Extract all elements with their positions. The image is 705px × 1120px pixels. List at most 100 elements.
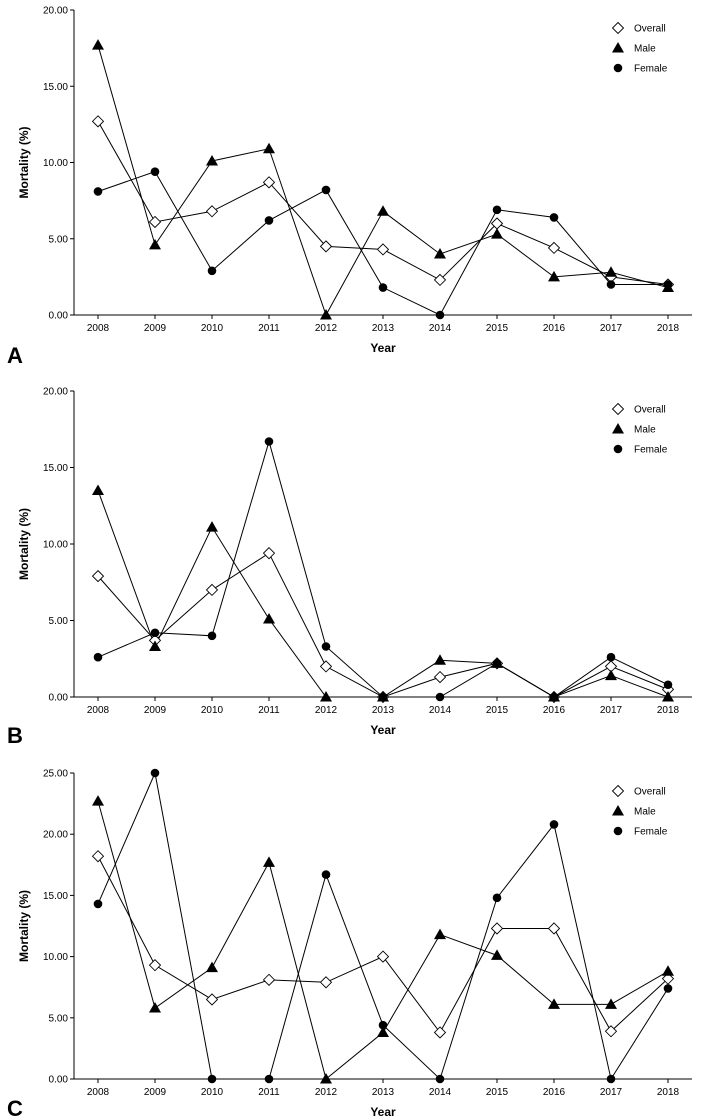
- chart-panel-c: 0.00 5.00 10.00 15.00 20.00 25.00 2008 2009 2010…: [7, 769, 692, 1120]
- x-tick-label: 2010: [201, 1087, 224, 1098]
- series-line-overall: [97, 856, 669, 1034]
- x-tick-label: 2012: [315, 323, 338, 334]
- data-point-female: [321, 870, 331, 879]
- data-point-overall: [490, 922, 504, 935]
- y-tick-label: 0.00: [49, 311, 69, 322]
- data-point-male: [263, 856, 275, 867]
- x-tick-label: 2013: [372, 323, 395, 334]
- data-point-female: [378, 1020, 388, 1030]
- x-tick-label: 2018: [657, 1087, 680, 1098]
- data-point-male: [149, 238, 161, 250]
- data-point-male: [206, 154, 218, 166]
- x-tick-label: 2013: [372, 705, 395, 716]
- data-point-male: [263, 612, 275, 624]
- y-axis-title: Mortality (%): [17, 126, 31, 198]
- data-point-female: [492, 205, 502, 215]
- x-tick-label: 2018: [657, 705, 680, 716]
- x-tick-label: 2017: [600, 323, 623, 334]
- data-point-female: [93, 899, 103, 909]
- panel-label: B: [7, 723, 23, 748]
- y-tick-label: 5.00: [49, 616, 69, 627]
- data-point-female: [321, 185, 331, 195]
- data-point-female: [435, 310, 445, 320]
- series-markers: [91, 768, 675, 1084]
- y-tick-label: 15.00: [43, 891, 68, 902]
- data-point-overall: [205, 993, 219, 1006]
- data-point-male: [548, 998, 560, 1009]
- y-tick-label: 5.00: [49, 234, 69, 245]
- series-points-female: [93, 437, 673, 702]
- data-point-male: [320, 309, 332, 320]
- y-tick-label: 10.00: [43, 540, 68, 551]
- x-tick-label: 2015: [486, 1087, 509, 1098]
- series-points-overall: [91, 850, 675, 1039]
- data-point-female: [207, 266, 217, 276]
- x-axis-title: Year: [370, 341, 396, 355]
- data-point-overall: [91, 115, 105, 128]
- data-point-male: [662, 691, 674, 702]
- legend-label-male: Male: [634, 807, 656, 818]
- data-point-male: [548, 270, 560, 282]
- y-tick-label: 20.00: [43, 830, 68, 841]
- data-point-female: [663, 280, 673, 289]
- legend-marker-overall: [611, 784, 625, 798]
- series-markers: [91, 437, 675, 704]
- data-point-overall: [376, 243, 390, 256]
- data-point-male: [605, 669, 617, 681]
- data-point-female: [663, 680, 673, 690]
- series-line-male: [97, 490, 669, 698]
- x-tick-label: 2014: [429, 1087, 452, 1098]
- data-point-female: [321, 642, 331, 651]
- series-points-male: [92, 795, 674, 1084]
- data-point-male: [491, 949, 503, 960]
- data-point-female: [93, 187, 103, 196]
- data-point-male: [377, 1026, 389, 1037]
- legend-label-female: Female: [634, 64, 668, 75]
- data-point-overall: [433, 273, 447, 287]
- data-point-female: [264, 216, 274, 225]
- data-point-overall: [262, 547, 276, 560]
- x-tick-label: 2011: [258, 1087, 280, 1098]
- data-point-female: [150, 167, 160, 176]
- data-point-female: [606, 1074, 616, 1084]
- data-point-male: [206, 961, 218, 973]
- series-line-overall: [97, 552, 669, 698]
- series-lines: [97, 439, 669, 698]
- data-point-overall: [91, 569, 105, 583]
- legend: Overall Male Female: [611, 402, 668, 456]
- series-points-female: [93, 768, 673, 1084]
- series-points-male: [92, 39, 674, 320]
- y-tick-label: 15.00: [43, 463, 68, 474]
- chart-panel-b: 0.00 5.00 10.00 15.00 20.00 2008 2009 2010 2011 2…: [7, 387, 692, 748]
- panel-label: C: [7, 1096, 23, 1120]
- legend: Overall Male Female: [611, 21, 668, 75]
- data-point-overall: [433, 1026, 447, 1039]
- legend-marker-female: [613, 63, 623, 73]
- y-tick-label: 25.00: [43, 769, 68, 780]
- data-point-overall: [148, 215, 162, 229]
- data-point-female: [492, 893, 502, 903]
- data-point-male: [149, 1002, 161, 1013]
- data-point-male: [434, 928, 446, 940]
- data-point-female: [606, 652, 616, 662]
- y-axis-title: Mortality (%): [17, 890, 31, 962]
- chart-panel-a: 0.00 5.00 10.00 15.00 20.00 2008 2009 2010 2011 2…: [7, 6, 692, 368]
- data-point-overall: [376, 950, 390, 963]
- data-point-male: [662, 965, 674, 976]
- legend-marker-male: [612, 805, 624, 816]
- data-point-male: [605, 998, 617, 1009]
- data-point-male: [320, 691, 332, 702]
- x-tick-label: 2016: [543, 1087, 566, 1098]
- data-point-female: [435, 1074, 445, 1084]
- data-point-female: [492, 659, 502, 668]
- data-point-overall: [205, 583, 219, 597]
- data-point-female: [549, 820, 559, 829]
- x-tick-label: 2008: [87, 323, 110, 334]
- x-tick-label: 2010: [201, 323, 224, 334]
- data-point-female: [264, 437, 274, 446]
- legend-label-overall: Overall: [634, 405, 666, 416]
- y-tick-label: 20.00: [43, 6, 68, 17]
- x-tick-label: 2017: [600, 705, 623, 716]
- data-point-female: [207, 1074, 217, 1084]
- x-tick-label: 2017: [600, 1087, 623, 1098]
